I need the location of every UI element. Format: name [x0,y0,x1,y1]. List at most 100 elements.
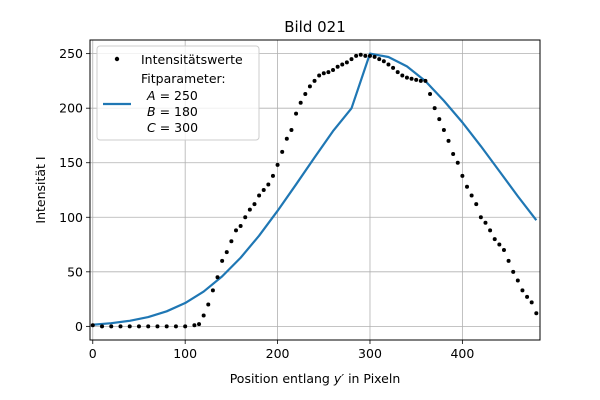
data-point [525,294,530,299]
x-tick-label: 200 [266,346,290,361]
data-point [478,215,483,220]
data-point [511,269,516,274]
data-point [303,92,308,96]
data-point [146,324,151,329]
x-tick-label: 0 [89,346,97,361]
data-point [284,136,289,141]
plot-frame [89,39,541,341]
data-point [451,152,456,156]
data-point [400,73,405,78]
legend-param-c-name: C [147,120,156,135]
legend-param-b-value: = 180 [160,104,198,119]
fit-curve [92,52,538,326]
data-point [497,242,502,247]
data-point [501,248,506,252]
data-point [275,162,280,167]
data-point [294,111,299,116]
legend-label-fit: Fitparameter: [141,71,226,86]
data-point [155,324,160,329]
y-axis-title: Intensität I [33,156,48,223]
data-point [404,75,409,80]
data-point [312,78,317,83]
legend-param-a-value: = 250 [160,88,198,103]
data-point [192,323,197,328]
data-point [372,54,377,59]
data-point [317,73,322,78]
data-point [247,207,252,212]
legend-label-points: Intensitätswerte [141,52,243,67]
legend-param-a-name: A [146,88,156,103]
legend-box [96,45,260,141]
data-point [340,62,345,67]
y-tick-label: 150 [59,155,83,170]
data-point [395,70,400,75]
grid [90,40,540,340]
data-point [520,288,525,293]
data-point [469,193,474,198]
data-point [270,173,275,178]
data-point [243,215,248,220]
data-point [483,220,488,225]
data-point [229,239,234,244]
data-point [331,68,336,72]
y-axis: 0 50 100 150 200 250 [59,46,90,334]
x-axis-title: Position entlang y′ in Pixeln [230,371,401,386]
data-point [423,78,428,83]
legend-param-c-value: = 300 [160,120,198,135]
x-tick-label: 300 [358,346,382,361]
x-axis-title-suffix: in Pixeln [344,371,400,386]
data-point [386,62,391,67]
data-point [506,258,511,263]
data-point [118,324,123,329]
data-point [298,100,303,105]
data-point [344,60,349,65]
data-point [257,193,262,198]
data-point [335,64,340,69]
data-point [428,92,433,96]
data-point [326,70,331,75]
data-point [363,53,368,58]
chart-title: Bild 021 [284,18,346,36]
data-point [446,138,451,143]
data-point [465,184,470,189]
data-point [391,65,396,70]
data-point [432,106,437,111]
data-point [100,324,105,329]
data-point [529,300,534,305]
data-point [183,324,188,329]
y-tick-label: 250 [59,46,83,61]
data-point [455,160,460,165]
data-point [492,237,497,242]
legend-param-c: C = 300 [147,120,198,135]
data-point [173,324,178,329]
data-point [109,324,114,329]
data-point [90,323,95,328]
x-axis-title-prefix: Position entlang [230,371,334,386]
data-point [261,188,266,192]
data-point [381,59,386,64]
data-point [127,324,132,329]
data-point [307,84,312,89]
y-tick-label: 0 [75,319,83,334]
data-point [321,71,326,76]
data-point [201,313,206,318]
data-point [488,228,493,233]
data-point [354,53,359,58]
data-point [252,202,257,207]
x-tick-label: 100 [173,346,197,361]
data-point [414,77,419,82]
x-axis-title-variable: y′ [333,371,344,386]
data-point [367,53,372,58]
y-tick-label: 50 [67,264,83,279]
data-point [136,324,141,329]
data-point [460,173,465,178]
data-point [210,288,215,293]
data-point [164,324,169,329]
x-tick-label: 400 [450,346,474,361]
data-point [409,76,414,81]
y-tick-label: 100 [59,210,83,225]
data-point [418,78,423,83]
legend-param-a: A = 250 [146,88,198,103]
data-point [289,128,294,132]
